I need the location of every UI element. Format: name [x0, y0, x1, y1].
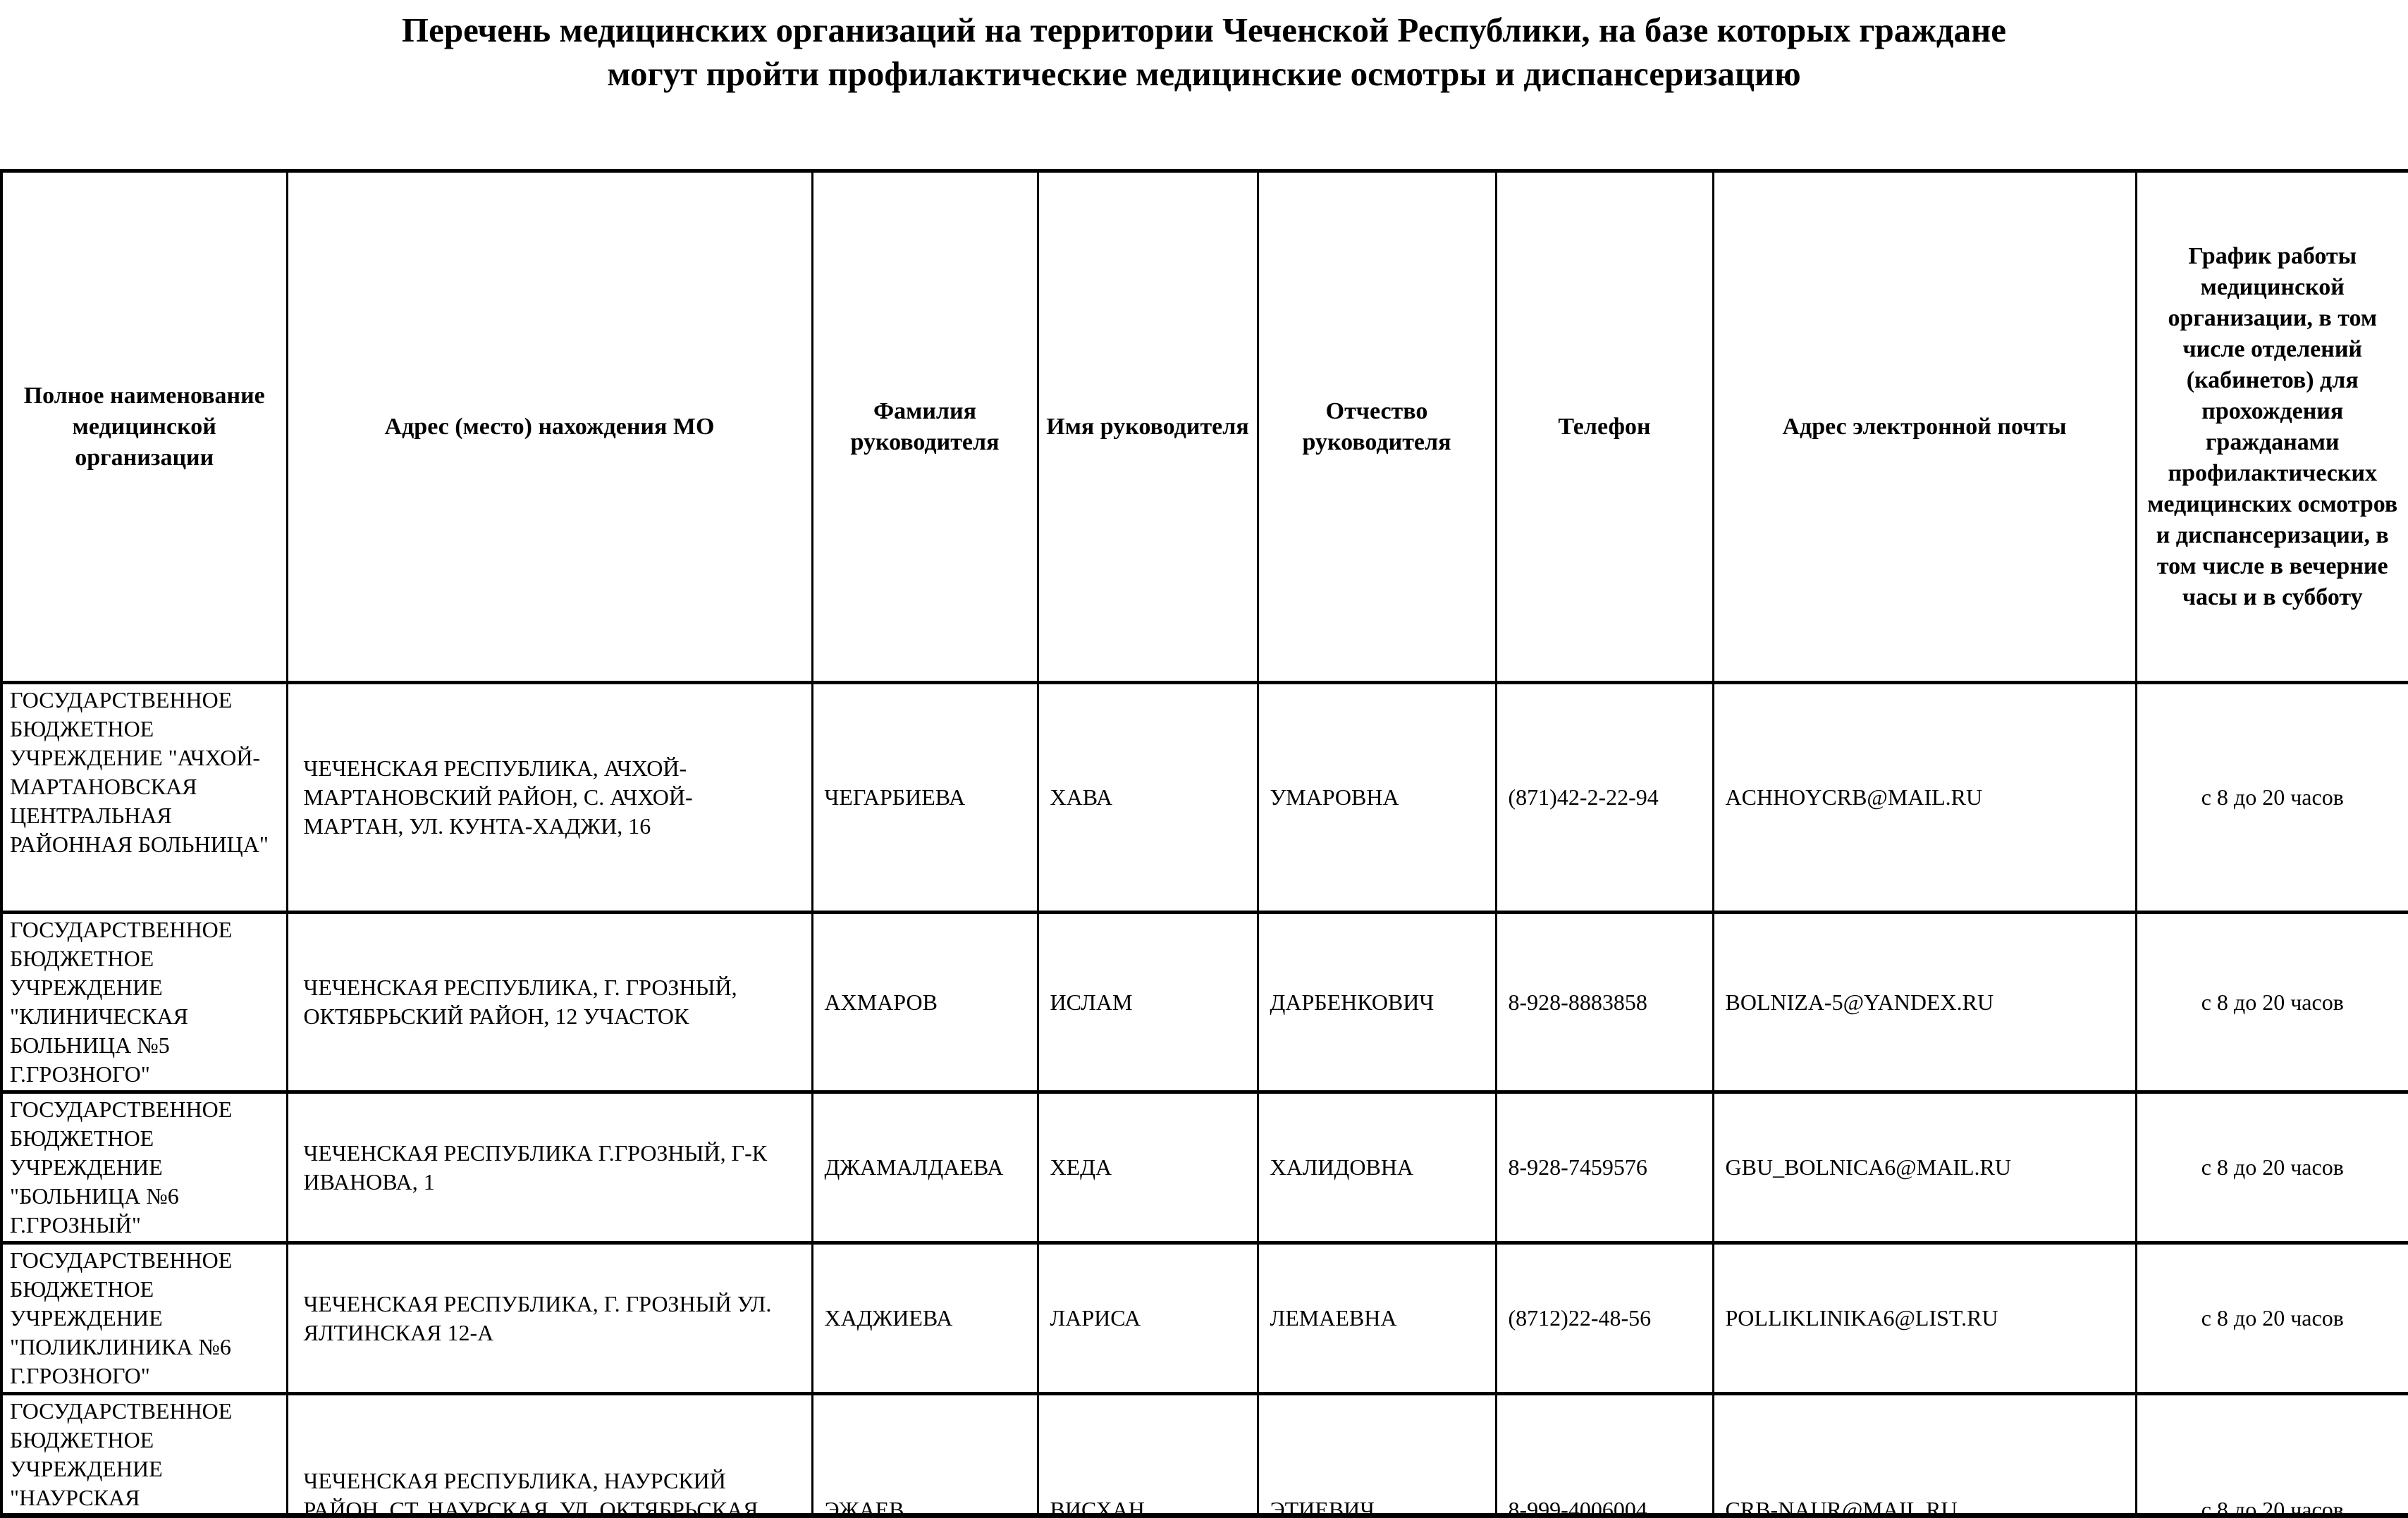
first-name-cell: ВИСХАН — [1036, 1392, 1259, 1518]
page-bottom-edge — [0, 1513, 2408, 1518]
header-org-name: Полное наименование медицинской организа… — [0, 169, 288, 684]
first-name-cell: ИСЛАМ — [1036, 911, 1259, 1094]
middle-name-cell: ЛЕМАЕВНА — [1256, 1241, 1497, 1395]
last-name-cell: ДЖАМАЛДАЕВА — [811, 1090, 1039, 1245]
header-address: Адрес (место) нахождения МО — [285, 169, 813, 684]
middle-name-cell: ДАРБЕНКОВИЧ — [1256, 911, 1497, 1094]
address-cell: ЧЕЧЕНСКАЯ РЕСПУБЛИКА Г.ГРОЗНЫЙ, Г-К ИВАН… — [285, 1090, 813, 1245]
schedule-cell: с 8 до 20 часов — [2134, 1241, 2408, 1395]
header-email: Адрес электронной почты — [1712, 169, 2137, 684]
last-name-cell: ЭЖАЕВ — [811, 1392, 1039, 1518]
first-name-cell: ХЕДА — [1036, 1090, 1259, 1245]
phone-cell: (871)42-2-22-94 — [1494, 681, 1714, 914]
middle-name-cell: ЭТИЕВИЧ — [1256, 1392, 1497, 1518]
table-row: ГОСУДАРСТВЕННОЕ БЮДЖЕТНОЕ УЧРЕЖДЕНИЕ "БО… — [0, 1090, 2408, 1245]
email-cell: CRB-NAUR@MAIL.RU — [1712, 1392, 2137, 1518]
header-schedule: График работы медицинской организации, в… — [2134, 169, 2408, 684]
document-title-line2: могут пройти профилактические медицински… — [607, 54, 1801, 93]
table-header-row: Полное наименование медицинской организа… — [0, 169, 2408, 684]
last-name-cell: ЧЕГАРБИЕВА — [811, 681, 1039, 914]
address-cell: ЧЕЧЕНСКАЯ РЕСПУБЛИКА, Г. ГРОЗНЫЙ УЛ. ЯЛТ… — [285, 1241, 813, 1395]
address-cell: ЧЕЧЕНСКАЯ РЕСПУБЛИКА, АЧХОЙ-МАРТАНОВСКИЙ… — [285, 681, 813, 914]
address-cell: ЧЕЧЕНСКАЯ РЕСПУБЛИКА, Г. ГРОЗНЫЙ, ОКТЯБР… — [285, 911, 813, 1094]
header-last-name: Фамилия руководителя — [811, 169, 1039, 684]
middle-name-cell: ХАЛИДОВНА — [1256, 1090, 1497, 1245]
document-title-line1: Перечень медицинских организаций на терр… — [401, 11, 2007, 49]
last-name-cell: АХМАРОВ — [811, 911, 1039, 1094]
org-name-cell: ГОСУДАРСТВЕННОЕ БЮДЖЕТНОЕ УЧРЕЖДЕНИЕ "АЧ… — [0, 681, 288, 914]
email-cell: GBU_BOLNICA6@MAIL.RU — [1712, 1090, 2137, 1245]
email-cell: POLLIKLINIKA6@LIST.RU — [1712, 1241, 2137, 1395]
header-first-name: Имя руководителя — [1036, 169, 1259, 684]
document-title: Перечень медицинских организаций на терр… — [0, 0, 2408, 96]
schedule-cell: с 8 до 20 часов — [2134, 911, 2408, 1094]
table-row: ГОСУДАРСТВЕННОЕ БЮДЖЕТНОЕ УЧРЕЖДЕНИЕ "АЧ… — [0, 681, 2408, 914]
org-name-cell: ГОСУДАРСТВЕННОЕ БЮДЖЕТНОЕ УЧРЕЖДЕНИЕ "КЛ… — [0, 911, 288, 1094]
schedule-cell: с 8 до 20 часов — [2134, 1392, 2408, 1518]
email-cell: BOLNIZA-5@YANDEX.RU — [1712, 911, 2137, 1094]
table-row: ГОСУДАРСТВЕННОЕ БЮДЖЕТНОЕ УЧРЕЖДЕНИЕ "КЛ… — [0, 911, 2408, 1094]
medical-orgs-table: Полное наименование медицинской организа… — [0, 169, 2408, 1518]
phone-cell: 8-999-4006004 — [1494, 1392, 1714, 1518]
table-row: ГОСУДАРСТВЕННОЕ БЮДЖЕТНОЕ УЧРЕЖДЕНИЕ "НА… — [0, 1392, 2408, 1518]
phone-cell: 8-928-8883858 — [1494, 911, 1714, 1094]
middle-name-cell: УМАРОВНА — [1256, 681, 1497, 914]
first-name-cell: ЛАРИСА — [1036, 1241, 1259, 1395]
header-phone: Телефон — [1494, 169, 1714, 684]
first-name-cell: ХАВА — [1036, 681, 1259, 914]
table-row: ГОСУДАРСТВЕННОЕ БЮДЖЕТНОЕ УЧРЕЖДЕНИЕ "ПО… — [0, 1241, 2408, 1395]
schedule-cell: с 8 до 20 часов — [2134, 1090, 2408, 1245]
email-cell: ACHHOYCRB@MAIL.RU — [1712, 681, 2137, 914]
header-middle-name: Отчество руководителя — [1256, 169, 1497, 684]
org-name-cell: ГОСУДАРСТВЕННОЕ БЮДЖЕТНОЕ УЧРЕЖДЕНИЕ "НА… — [0, 1392, 288, 1518]
org-name-cell: ГОСУДАРСТВЕННОЕ БЮДЖЕТНОЕ УЧРЕЖДЕНИЕ "ПО… — [0, 1241, 288, 1395]
phone-cell: (8712)22-48-56 — [1494, 1241, 1714, 1395]
phone-cell: 8-928-7459576 — [1494, 1090, 1714, 1245]
address-cell: ЧЕЧЕНСКАЯ РЕСПУБЛИКА, НАУРСКИЙ РАЙОН, СТ… — [285, 1392, 813, 1518]
last-name-cell: ХАДЖИЕВА — [811, 1241, 1039, 1395]
org-name-cell: ГОСУДАРСТВЕННОЕ БЮДЖЕТНОЕ УЧРЕЖДЕНИЕ "БО… — [0, 1090, 288, 1245]
schedule-cell: с 8 до 20 часов — [2134, 681, 2408, 914]
